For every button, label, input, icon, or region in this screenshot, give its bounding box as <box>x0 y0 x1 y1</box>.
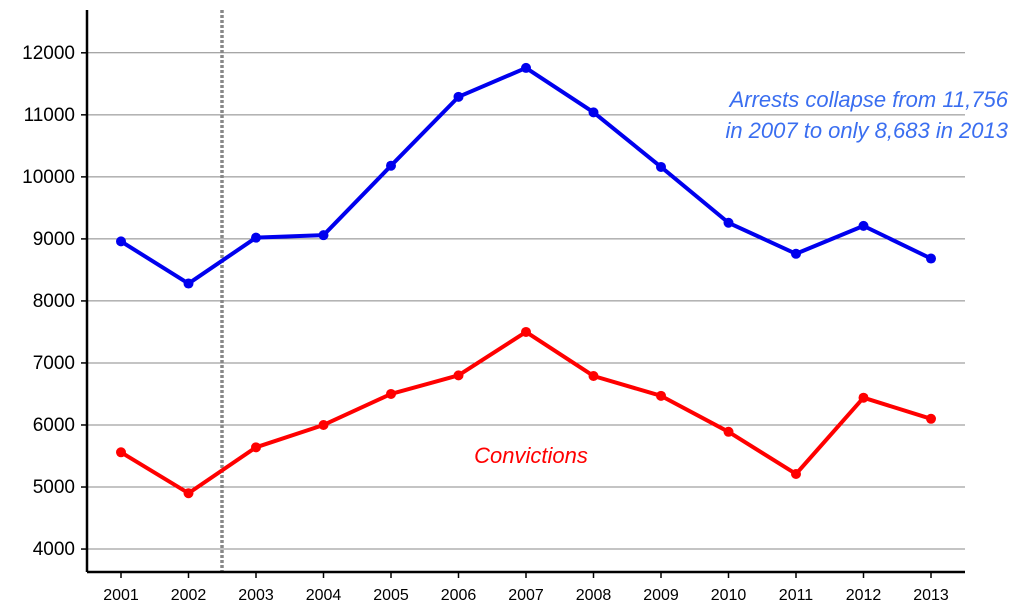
x-tick-label: 2001 <box>103 587 139 604</box>
x-tick-label: 2007 <box>508 587 544 604</box>
x-tick-label: 2010 <box>711 587 747 604</box>
data-point <box>723 426 734 437</box>
data-point <box>453 370 464 381</box>
x-tick-label: 2006 <box>441 587 477 604</box>
x-tick-label: 2003 <box>238 587 274 604</box>
y-tick-label: 11000 <box>24 105 75 126</box>
data-point <box>386 160 396 171</box>
y-tick-label: 4000 <box>33 539 75 560</box>
data-point <box>521 326 531 337</box>
data-point <box>588 107 599 118</box>
data-point <box>318 230 329 241</box>
y-tick-label: 8000 <box>33 291 75 312</box>
data-point <box>183 488 194 499</box>
data-point <box>926 253 936 264</box>
data-point <box>791 468 801 479</box>
y-tick-label: 12000 <box>22 43 75 64</box>
data-point <box>656 161 666 172</box>
data-point <box>858 220 869 231</box>
x-tick-label: 2012 <box>846 587 882 604</box>
data-point <box>318 419 329 430</box>
data-point <box>588 370 599 381</box>
data-point <box>386 388 396 399</box>
data-point <box>453 91 464 102</box>
series-label: Convictions <box>474 443 588 468</box>
x-tick-label: 2004 <box>306 587 342 604</box>
data-point <box>926 413 936 424</box>
y-tick-label: 7000 <box>33 353 75 374</box>
y-tick-label: 5000 <box>33 477 75 498</box>
data-point <box>521 62 531 73</box>
y-tick-label: 9000 <box>33 229 75 250</box>
annotation: in 2007 to only 8,683 in 2013 <box>725 118 1008 143</box>
data-point <box>183 278 194 289</box>
x-tick-label: 2011 <box>779 587 814 604</box>
data-point <box>656 390 666 401</box>
data-point <box>723 217 734 228</box>
x-tick-label: 2013 <box>913 587 949 604</box>
x-tick-label: 2009 <box>643 587 679 604</box>
data-point <box>791 248 801 259</box>
y-tick-label: 10000 <box>22 167 75 188</box>
data-point <box>116 447 126 458</box>
x-tick-label: 2008 <box>576 587 612 604</box>
x-tick-label: 2002 <box>171 587 207 604</box>
y-tick-label: 6000 <box>33 415 75 436</box>
data-point <box>858 392 869 403</box>
annotation: Arrests collapse from 11,756 <box>728 87 1009 112</box>
data-point <box>116 236 126 247</box>
data-point <box>251 442 261 453</box>
x-tick-label: 2005 <box>373 587 409 604</box>
data-point <box>251 232 261 243</box>
